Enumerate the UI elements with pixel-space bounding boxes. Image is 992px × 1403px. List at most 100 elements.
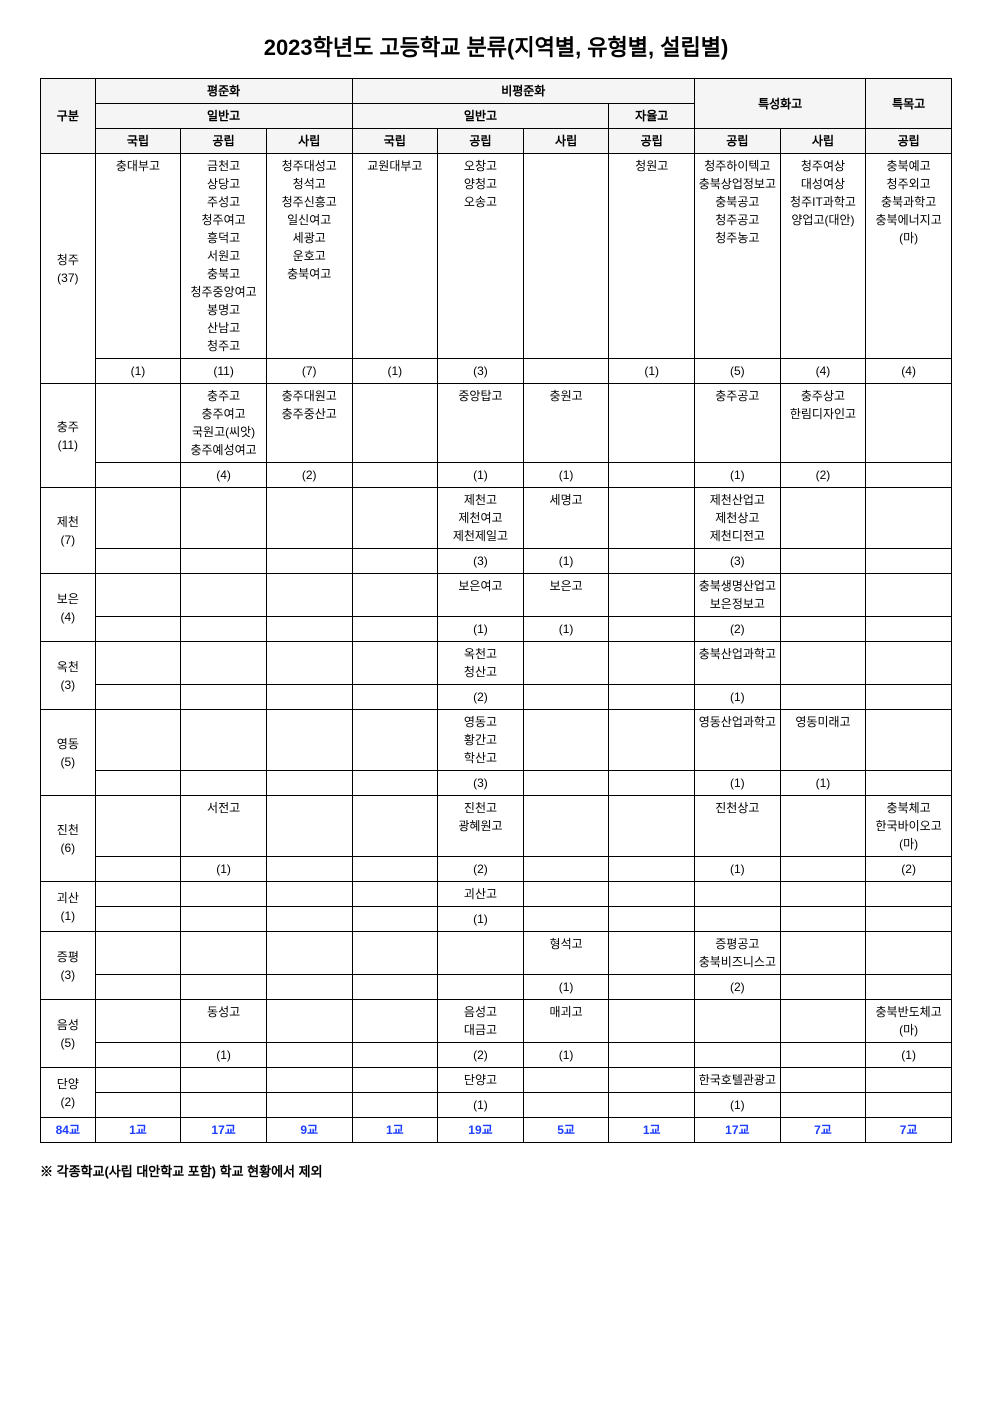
data-cell: 옥천고 청산고 <box>438 642 524 685</box>
totals-cell: 7교 <box>780 1118 866 1143</box>
count-cell <box>609 907 695 932</box>
table-row: 영동 (5)영동고 황간고 학산고영동산업과학고영동미래고 <box>41 710 952 771</box>
school-count: (4) <box>816 364 831 378</box>
count-cell <box>266 685 352 710</box>
school-list: 음성고 대금고 <box>464 1005 497 1037</box>
school-list: 충북체고 한국바이오고(마) <box>876 801 942 851</box>
count-cell <box>352 907 438 932</box>
count-cell <box>266 1093 352 1118</box>
region-cell: 제천 (7) <box>41 488 96 574</box>
data-cell: 청원고 <box>609 154 695 359</box>
table-row-count: (1)(2)(1)(2) <box>41 857 952 882</box>
count-cell <box>95 463 181 488</box>
data-cell: 충북반도체고(마) <box>866 1000 952 1043</box>
count-cell <box>866 549 952 574</box>
header-col-private1: 사립 <box>266 129 352 154</box>
school-list: 한국호텔관광고 <box>699 1073 776 1087</box>
data-cell: 서전고 <box>181 796 267 857</box>
count-cell <box>266 549 352 574</box>
data-cell <box>95 796 181 857</box>
count-cell: (3) <box>438 549 524 574</box>
school-count: (1) <box>730 862 745 876</box>
count-cell <box>181 617 267 642</box>
data-cell <box>95 710 181 771</box>
data-cell <box>352 384 438 463</box>
data-cell <box>352 932 438 975</box>
data-cell <box>780 882 866 907</box>
count-cell <box>609 771 695 796</box>
count-cell: (2) <box>695 975 781 1000</box>
region-label: 제천 (7) <box>57 515 79 547</box>
school-list: 충북반도체고(마) <box>876 1005 942 1037</box>
school-list: 진천고 광혜원고 <box>458 801 502 833</box>
count-cell <box>523 857 609 882</box>
school-list: 제천산업고 제천상고 제천디전고 <box>710 493 765 543</box>
data-cell <box>352 574 438 617</box>
school-list: 제천고 제천여고 제천제일고 <box>453 493 508 543</box>
data-cell <box>523 710 609 771</box>
data-cell <box>181 574 267 617</box>
header-group-pyojun: 평준화 <box>95 79 352 104</box>
count-cell <box>95 907 181 932</box>
data-cell <box>352 1000 438 1043</box>
region-label: 영동 (5) <box>57 737 79 769</box>
header-col-public5: 공립 <box>866 129 952 154</box>
school-count: (1) <box>473 912 488 926</box>
count-cell <box>352 463 438 488</box>
region-label: 충주 (11) <box>57 420 79 452</box>
school-count: (1) <box>816 776 831 790</box>
data-cell <box>95 932 181 975</box>
data-cell <box>181 710 267 771</box>
school-count: (1) <box>473 622 488 636</box>
data-cell <box>609 384 695 463</box>
count-cell: (1) <box>695 463 781 488</box>
data-cell <box>866 1068 952 1093</box>
data-cell: 영동산업과학고 <box>695 710 781 771</box>
school-list: 세명고 <box>550 493 583 507</box>
data-cell: 오창고 양청고 오송고 <box>438 154 524 359</box>
school-count: (1) <box>131 364 146 378</box>
classification-table: 구분 평준화 비평준화 특성화고 특목고 일반고 일반고 자율고 국립 공립 사… <box>40 78 952 1143</box>
count-cell <box>609 975 695 1000</box>
data-cell <box>523 154 609 359</box>
data-cell <box>181 1068 267 1093</box>
data-cell <box>609 1068 695 1093</box>
header-col-public4: 공립 <box>695 129 781 154</box>
totals-cell: 9교 <box>266 1118 352 1143</box>
totals-cell: 1교 <box>95 1118 181 1143</box>
count-cell: (1) <box>181 857 267 882</box>
header-group-bipyojun: 비평준화 <box>352 79 695 104</box>
count-cell: (1) <box>181 1043 267 1068</box>
school-list: 영동산업과학고 <box>699 715 776 729</box>
count-cell <box>266 771 352 796</box>
table-row-count: (3)(1)(1) <box>41 771 952 796</box>
count-cell: (2) <box>438 857 524 882</box>
count-cell <box>352 1043 438 1068</box>
count-cell <box>95 771 181 796</box>
school-list: 서전고 <box>207 801 240 815</box>
school-count: (2) <box>730 980 745 994</box>
data-cell <box>95 1068 181 1093</box>
school-count: (4) <box>901 364 916 378</box>
school-count: (3) <box>730 554 745 568</box>
totals-region: 84교 <box>41 1118 96 1143</box>
school-count: (1) <box>559 1048 574 1062</box>
count-cell <box>780 1093 866 1118</box>
school-count: (1) <box>730 690 745 704</box>
table-row-count: (1) (2) <box>41 975 952 1000</box>
data-cell: 영동고 황간고 학산고 <box>438 710 524 771</box>
count-cell: (1) <box>523 1043 609 1068</box>
count-cell <box>695 907 781 932</box>
count-cell <box>352 771 438 796</box>
school-count: (1) <box>559 980 574 994</box>
school-list: 청주여상 대성여상 청주IT과학고 양업고(대안) <box>790 159 856 227</box>
data-cell <box>266 932 352 975</box>
data-cell <box>352 796 438 857</box>
data-cell: 진천상고 <box>695 796 781 857</box>
table-row-count: (4)(2)(1)(1)(1)(2) <box>41 463 952 488</box>
data-cell <box>95 574 181 617</box>
count-cell <box>95 1093 181 1118</box>
data-cell: 청주여상 대성여상 청주IT과학고 양업고(대안) <box>780 154 866 359</box>
region-cell: 진천 (6) <box>41 796 96 882</box>
data-cell: 동성고 <box>181 1000 267 1043</box>
